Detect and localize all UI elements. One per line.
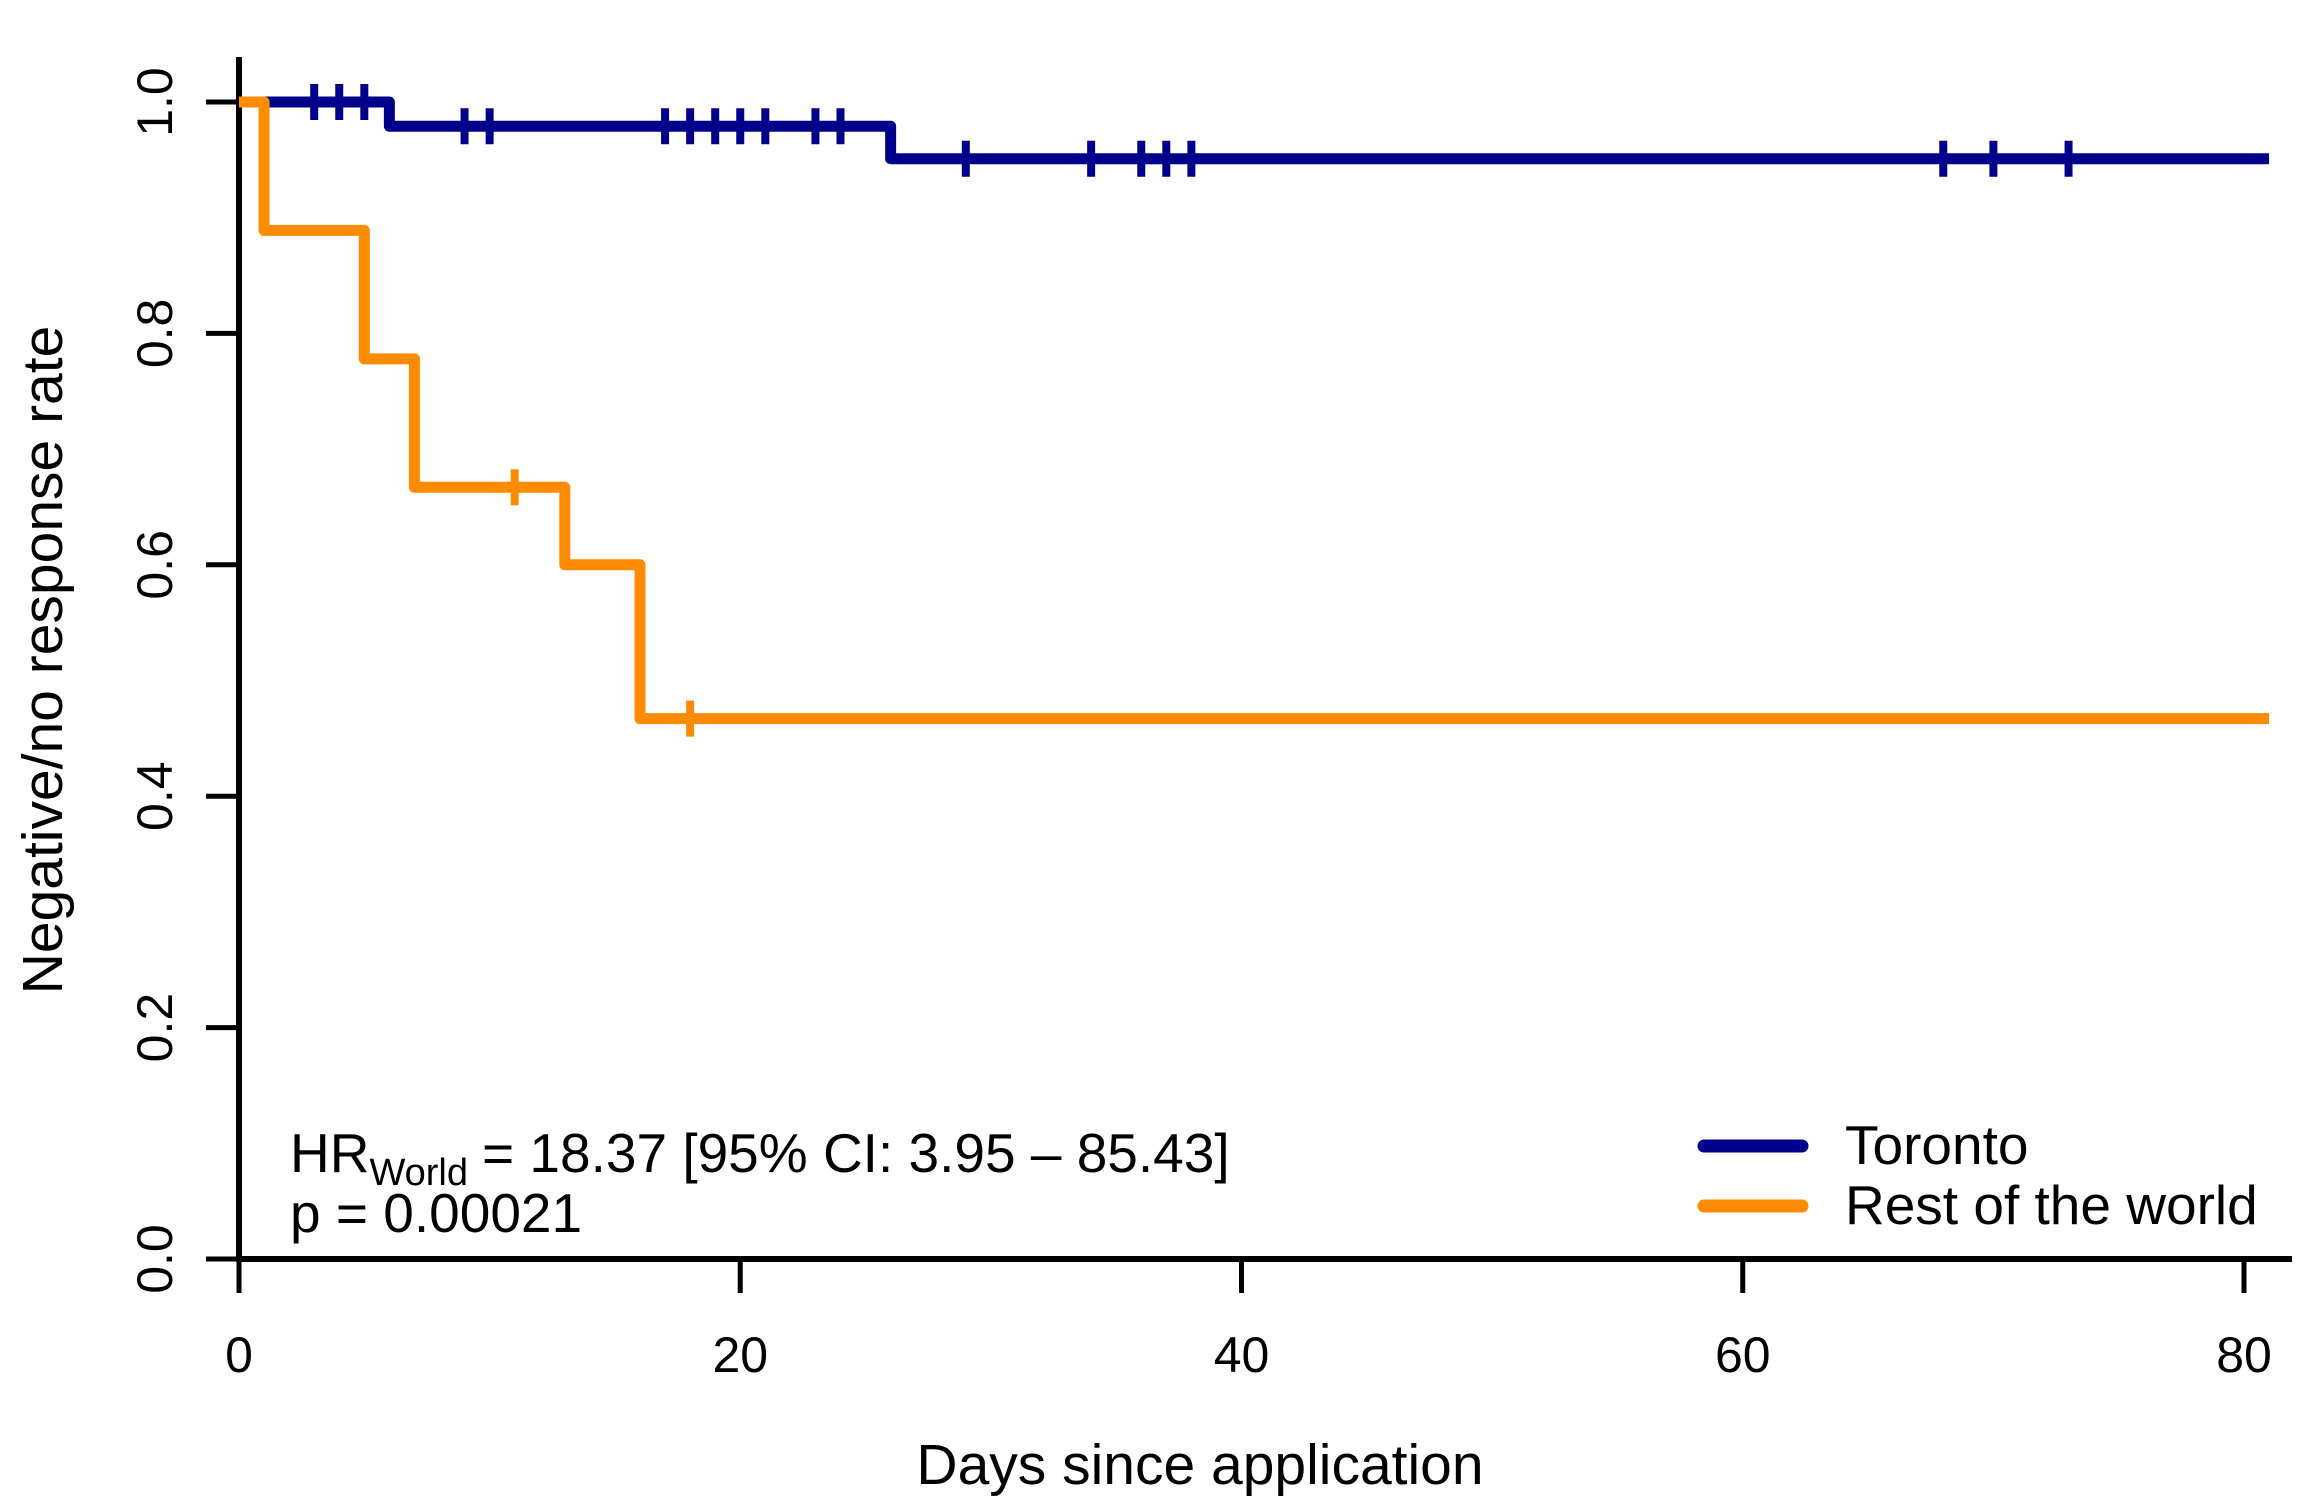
hr-prefix: HR [290, 1122, 369, 1184]
x-tick-label: 20 [712, 1327, 768, 1383]
hr-rest: = 18.37 [95% CI: 3.95 – 85.43] [482, 1122, 1230, 1184]
x-tick-label: 40 [1214, 1327, 1270, 1383]
y-tick-label: 0.4 [127, 761, 183, 831]
legend-label-toronto: Toronto [1845, 1114, 2028, 1176]
curve-rest-of-the-world [239, 96, 2270, 725]
y-tick-label: 0.8 [127, 299, 183, 369]
y-tick-label: 1.0 [127, 67, 183, 137]
x-tick-label: 0 [225, 1327, 253, 1383]
axes: 0 20 40 60 80 0.0 0.2 0.4 0.6 0.8 1.0 [127, 57, 2292, 1383]
p-value-annotation: p = 0.00021 [290, 1182, 582, 1244]
y-tick-label: 0.0 [127, 1224, 183, 1294]
y-axis-title: Negative/no response rate [11, 326, 75, 995]
x-tick-label: 60 [1715, 1327, 1771, 1383]
x-axis-title: Days since application [916, 1433, 1483, 1497]
hr-annotation: HRWorld = 18.37 [95% CI: 3.95 – 85.43] [290, 1122, 1230, 1194]
x-tick-label: 80 [2216, 1327, 2272, 1383]
legend: Toronto Rest of the world [1697, 1114, 2258, 1236]
y-tick-label: 0.6 [127, 530, 183, 600]
legend-label-world: Rest of the world [1845, 1174, 2258, 1236]
hr-subscript: World [369, 1152, 468, 1194]
y-tick-label: 0.2 [127, 993, 183, 1063]
curve-toronto [239, 96, 2270, 165]
survival-curves [239, 84, 2270, 737]
